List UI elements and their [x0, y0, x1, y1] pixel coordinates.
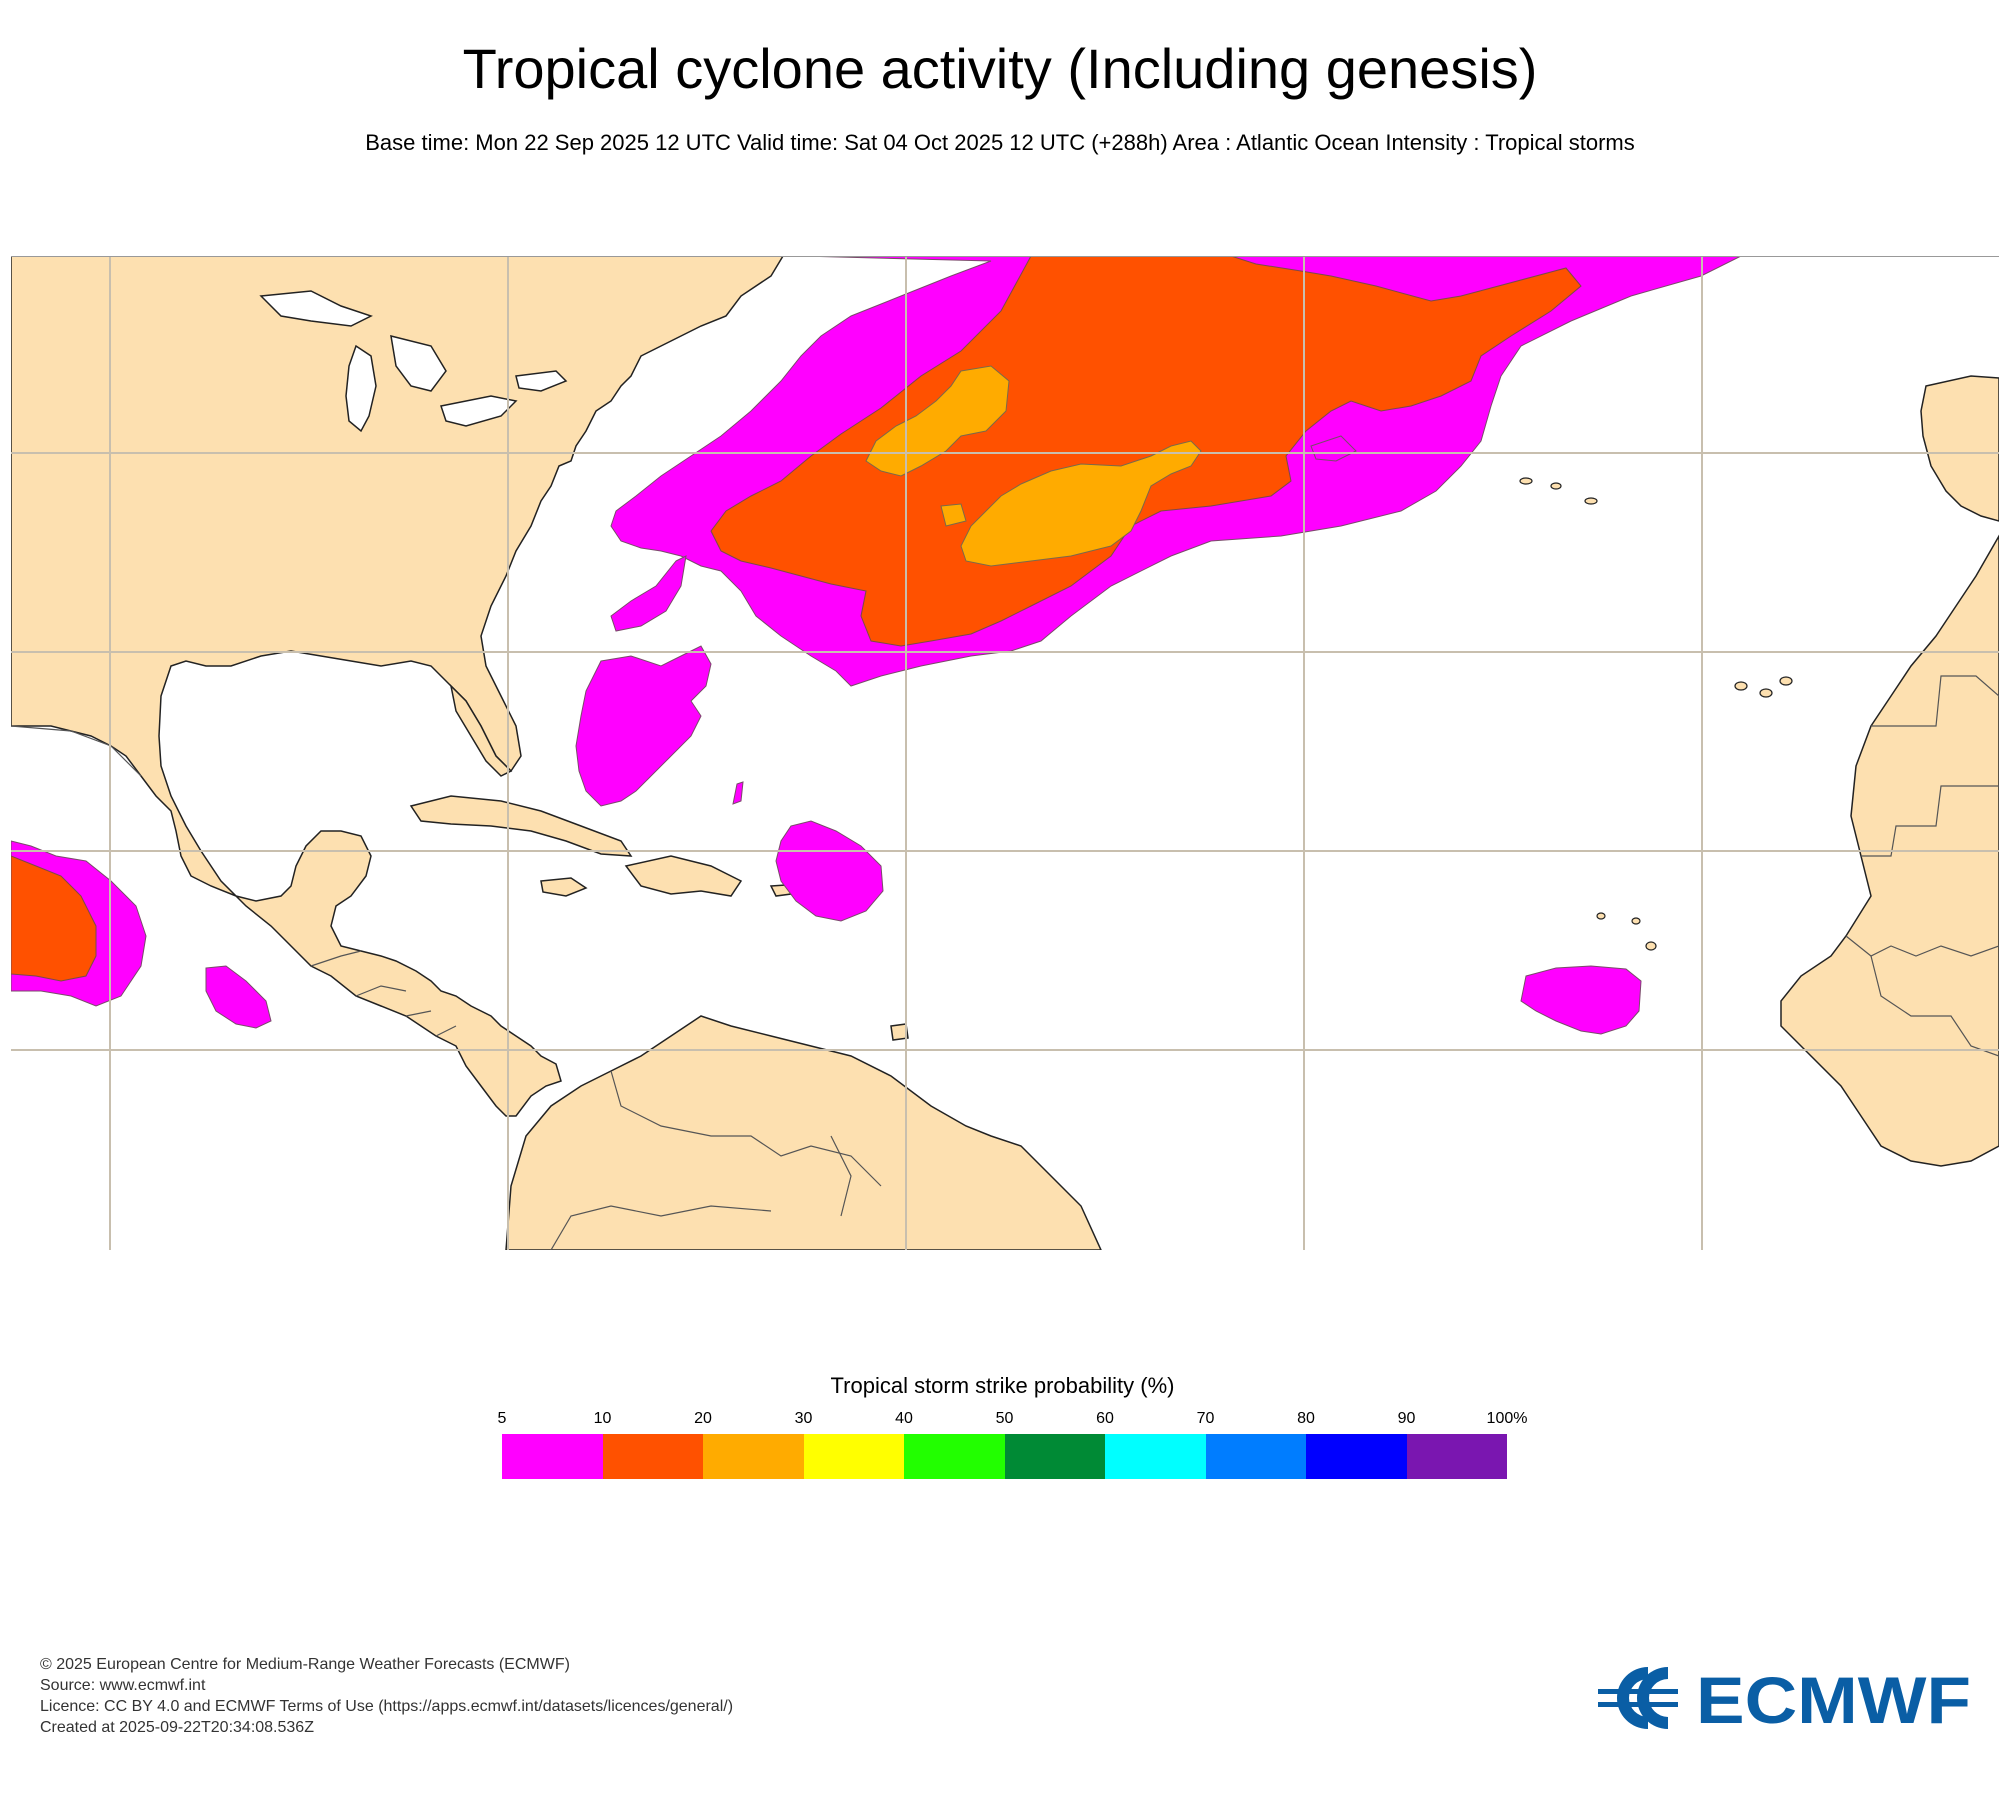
lake-michigan	[345, 344, 377, 433]
island-azores-1	[1519, 477, 1533, 485]
ecmwf-logo: ECMWF	[1598, 1663, 1971, 1733]
legend-tick: 80	[1297, 1410, 1315, 1427]
land-iberia	[1920, 375, 1999, 522]
prob-area-cape-verde	[1520, 965, 1642, 1035]
island-canary-3	[1779, 676, 1793, 686]
legend-tick: 5	[497, 1410, 507, 1427]
colorbar-segment	[1004, 1434, 1105, 1479]
lake-erie	[440, 395, 518, 427]
colorbar-segment	[703, 1434, 804, 1479]
prob-area-east-pacific-small	[205, 965, 272, 1029]
footer-source: Source: www.ecmwf.int	[40, 1677, 206, 1694]
prob-area-small-dot	[732, 781, 744, 805]
prob-area-north-atlantic-20c	[940, 503, 967, 527]
page-title: Tropical cyclone activity (Including gen…	[462, 37, 1538, 100]
island-canary-2	[1759, 688, 1773, 698]
footer-credits: © 2025 European Centre for Medium-Range …	[40, 1654, 733, 1738]
footer-copyright: © 2025 European Centre for Medium-Range …	[40, 1656, 570, 1673]
prob-area-east-pacific-10	[11, 855, 97, 982]
colorbar-segment	[904, 1434, 1005, 1479]
legend-tick: 20	[694, 1410, 712, 1427]
legend-tick: 30	[794, 1410, 813, 1427]
colorbar-segment	[1205, 1434, 1306, 1479]
footer-created: Created at 2025-09-22T20:34:08.536Z	[40, 1719, 314, 1736]
land-florida	[449, 683, 513, 777]
lake-north-atlantic-hole	[1310, 435, 1357, 462]
legend-tick: 10	[593, 1410, 612, 1427]
prob-area-north-atlantic-20b	[960, 440, 1202, 567]
prob-area-north-atlantic-20a	[865, 365, 1010, 477]
colorbar-segment	[1406, 1434, 1507, 1479]
south-america-border-2	[550, 1135, 852, 1250]
land-south-america	[505, 1015, 1102, 1250]
colorbar-segment	[1306, 1434, 1407, 1479]
island-cape-verde-1	[1596, 912, 1606, 920]
ecmwf-logo-icon	[1598, 1667, 1678, 1729]
legend-tick: 40	[895, 1410, 913, 1427]
prob-area-lesser-antilles	[775, 820, 884, 922]
ecmwf-logo-text: ECMWF	[1696, 1663, 1971, 1733]
land-jamaica	[540, 877, 588, 897]
island-cape-verde-3	[1645, 941, 1657, 951]
legend-tick: 50	[995, 1410, 1014, 1427]
legend-colorbar	[502, 1434, 1507, 1479]
map-frame-top	[11, 256, 1999, 257]
central-america-border	[310, 950, 457, 1037]
south-america-border-1	[610, 1070, 882, 1187]
land-north-america	[11, 256, 784, 1117]
island-canary-1	[1734, 681, 1748, 691]
colorbar-segment	[602, 1434, 703, 1479]
land-trinidad	[890, 1023, 909, 1041]
prob-area-bahamas-small	[610, 555, 687, 632]
colorbar-segment	[1105, 1434, 1206, 1479]
mexico-border	[11, 725, 142, 777]
island-azores-3	[1584, 497, 1598, 505]
legend-title: Tropical storm strike probability (%)	[830, 1373, 1175, 1398]
island-azores-2	[1550, 482, 1562, 490]
africa-border-1	[1871, 675, 1999, 727]
africa-border-4	[1870, 955, 1999, 1057]
legend-tick: 100%	[1486, 1410, 1528, 1427]
legend-tick: 70	[1196, 1410, 1215, 1427]
legend-tick: 60	[1096, 1410, 1114, 1427]
colorbar-segment	[803, 1434, 904, 1479]
graticule	[11, 256, 1999, 1250]
lake-ontario	[515, 370, 568, 392]
land-hispaniola	[624, 855, 743, 897]
lake-huron	[390, 334, 447, 392]
legend-tick: 90	[1397, 1410, 1416, 1427]
colorbar-segment	[502, 1434, 603, 1479]
lake-superior	[259, 290, 373, 327]
island-cape-verde-2	[1631, 917, 1641, 925]
page-subtitle: Base time: Mon 22 Sep 2025 12 UTC Valid …	[365, 130, 1635, 155]
atlantic-map	[11, 256, 1999, 1250]
footer-licence: Licence: CC BY 4.0 and ECMWF Terms of Us…	[40, 1698, 734, 1715]
africa-border-2	[1861, 785, 1999, 857]
